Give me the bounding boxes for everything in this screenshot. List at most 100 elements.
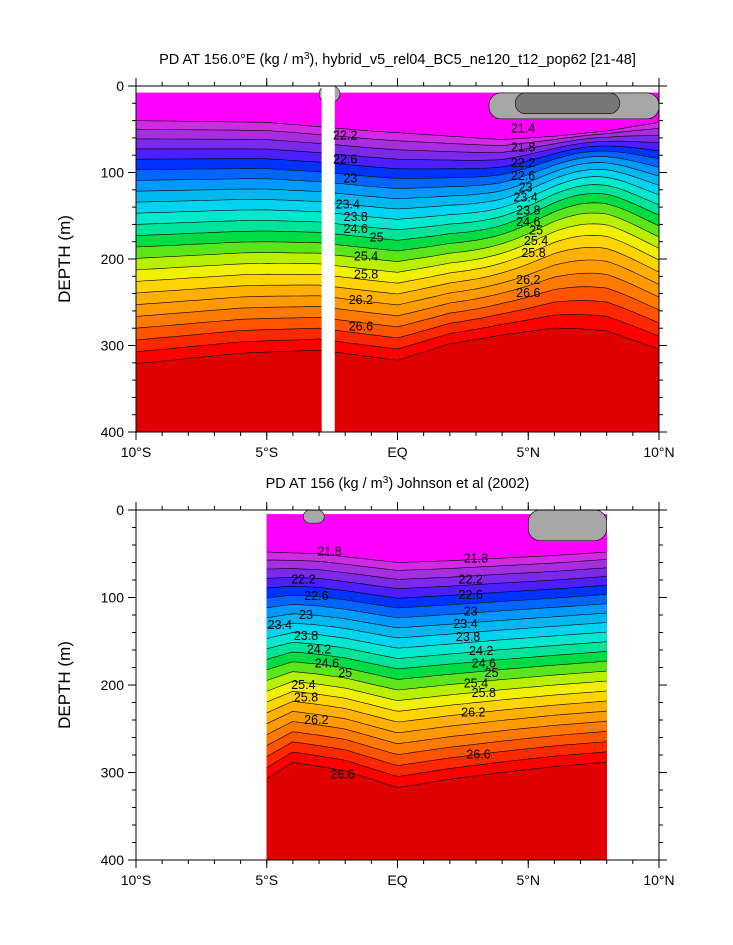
contour-line: [266, 641, 607, 659]
contour-line: [266, 720, 607, 745]
contour-label: 26.2: [461, 705, 485, 719]
contour-line: [136, 272, 659, 317]
contour-line: [136, 314, 659, 353]
contour-line: [266, 551, 607, 563]
contour-line: [266, 751, 607, 777]
contour-line: [266, 660, 607, 680]
contour-line: [266, 670, 607, 691]
contour-label: 25: [485, 666, 499, 680]
contour-line: [266, 700, 607, 723]
contour-label: 26.2: [349, 293, 373, 307]
missing-data-patch: [303, 510, 325, 524]
y-tick-label: 200: [101, 677, 125, 693]
contour-label: 25.8: [472, 686, 496, 700]
contour-label: 24.2: [307, 642, 331, 656]
contour-label: 25.4: [354, 250, 378, 264]
x-tick-label: 10°N: [643, 444, 674, 460]
contour-line: [136, 234, 659, 284]
contour-label: 24.6: [315, 656, 339, 670]
contour-line: [136, 150, 659, 179]
contour-label: 21.8: [317, 544, 341, 558]
contour-label: 22.2: [511, 156, 535, 170]
contour-label: 22.6: [459, 588, 483, 602]
contour-line: [136, 168, 659, 210]
contour-label: 26.2: [304, 713, 328, 727]
contour-label: 24.6: [516, 215, 540, 229]
contour-label: 23.8: [294, 629, 318, 643]
contour-line: [266, 585, 607, 599]
contour-line: [136, 259, 659, 306]
contour-line: [266, 680, 607, 701]
y-axis-label: DEPTH (m): [55, 641, 74, 729]
contour-line: [266, 731, 607, 755]
y-tick-label: 300: [101, 338, 125, 354]
contour-label: 23: [464, 605, 478, 619]
contour-line: [266, 576, 607, 589]
contour-line: [136, 184, 659, 231]
contour-label: 26.2: [516, 273, 540, 287]
contour-label: 25.8: [521, 246, 545, 260]
chart-title: PD AT 156 (kg / m3) Johnson et al (2002): [266, 475, 530, 492]
contour-line: [266, 690, 607, 712]
contour-label: 25.4: [464, 676, 488, 690]
x-tick-label: 5°N: [517, 872, 541, 888]
contour-line: [136, 176, 659, 220]
contour-label: 25.4: [524, 234, 548, 248]
contour-field: [136, 86, 659, 432]
contour-label: 24.6: [344, 222, 368, 236]
contour-label: 24.2: [469, 644, 493, 658]
contour-line: [136, 327, 659, 365]
missing-data-patch: [514, 92, 621, 114]
contour-label: 25.8: [354, 268, 378, 282]
contour-label: 22.6: [333, 153, 357, 167]
contour-label: 23: [299, 608, 313, 622]
y-axis-label: DEPTH (m): [55, 215, 74, 303]
contour-label: 23.4: [513, 191, 537, 205]
y-tick-label: 400: [101, 424, 125, 440]
y-tick-label: 100: [101, 590, 125, 606]
contour-label: 24.6: [472, 656, 496, 670]
contour-line: [266, 651, 607, 670]
contour-line: [136, 162, 659, 200]
contour-line: [136, 202, 659, 252]
y-tick-label: 100: [101, 165, 125, 181]
contour-line: [266, 559, 607, 571]
contour-label: 26.6: [466, 747, 490, 761]
x-tick-label: 5°N: [517, 444, 541, 460]
x-tick-label: EQ: [387, 872, 407, 888]
contour-line: [136, 120, 659, 140]
contour-label: 25: [529, 224, 543, 238]
chart-title: PD AT 156.0°E (kg / m3), hybrid_v5_rel04…: [159, 51, 636, 68]
contour-label: 22.2: [333, 128, 357, 142]
x-tick-label: 10°S: [121, 444, 152, 460]
contour-line: [266, 710, 607, 734]
contour-line: [136, 300, 659, 341]
contour-line: [136, 193, 659, 241]
contour-label: 23.4: [453, 617, 477, 631]
contour-label: 26.6: [349, 320, 373, 334]
x-tick-label: 5°S: [255, 444, 278, 460]
contour-label: 23.8: [344, 210, 368, 224]
x-tick-label: 10°S: [121, 872, 152, 888]
contour-label: 23: [343, 172, 357, 186]
contour-line: [136, 212, 659, 262]
y-tick-label: 300: [101, 765, 125, 781]
y-tick-label: 0: [116, 78, 124, 94]
contour-label: 21.8: [464, 551, 488, 565]
contour-label: 23: [519, 180, 533, 194]
contour-label: 23.4: [336, 198, 360, 212]
contour-label: 21.4: [511, 122, 535, 136]
y-tick-label: 200: [101, 251, 125, 267]
x-tick-label: 5°S: [255, 872, 278, 888]
contour-line: [266, 594, 607, 609]
contour-line: [266, 622, 607, 639]
contour-label: 22.2: [459, 572, 483, 586]
contour-line: [266, 631, 607, 649]
contour-label: 25: [370, 230, 384, 244]
contour-label: 21.8: [511, 141, 535, 155]
contour-line: [136, 156, 659, 189]
contour-label: 23.4: [268, 618, 292, 632]
contour-line: [266, 761, 607, 788]
